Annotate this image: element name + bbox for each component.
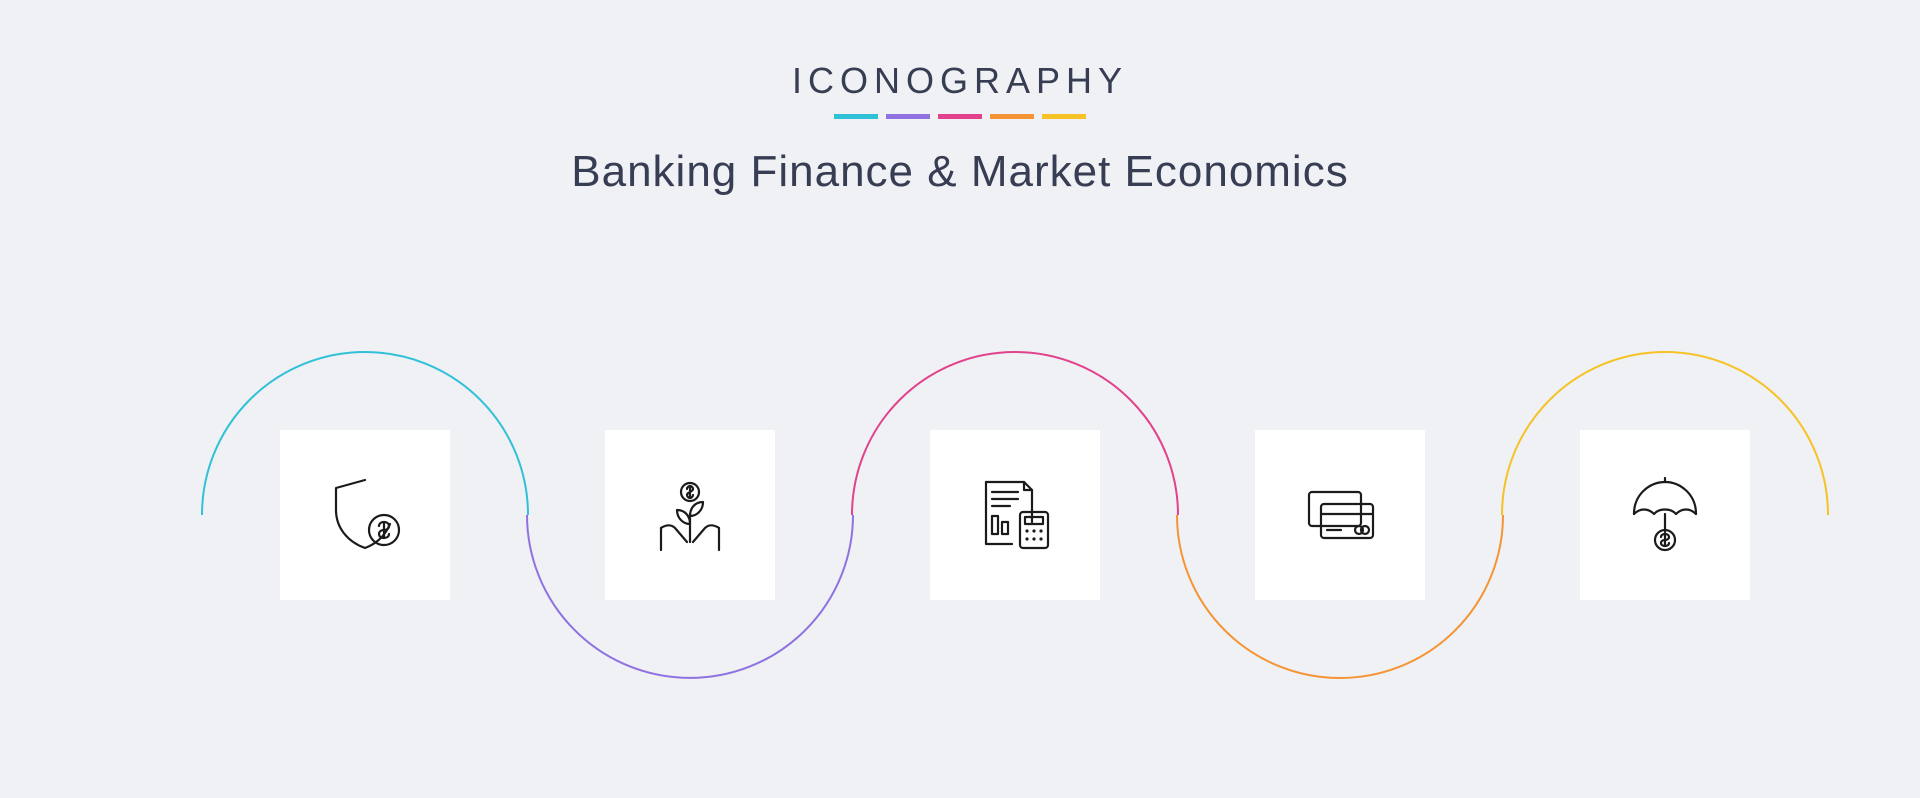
icon-card-4	[1580, 430, 1750, 600]
accent-bar-0	[834, 114, 878, 119]
page-header: ICONOGRAPHY Banking Finance & Market Eco…	[0, 0, 1920, 197]
accent-bar-4	[1042, 114, 1086, 119]
icon-card-2	[930, 430, 1100, 600]
accent-bar-3	[990, 114, 1034, 119]
accent-bar-2	[938, 114, 982, 119]
accent-bar-1	[886, 114, 930, 119]
icon-card-0	[280, 430, 450, 600]
icon-card-1	[605, 430, 775, 600]
accent-bars	[0, 114, 1920, 119]
umbrella-money-icon	[1622, 472, 1708, 558]
credit-cards-icon	[1297, 472, 1383, 558]
icons-row	[0, 430, 1920, 630]
grow-money-icon	[647, 472, 733, 558]
shield-money-icon	[322, 472, 408, 558]
page-title: Banking Finance & Market Economics	[0, 147, 1920, 197]
icon-card-3	[1255, 430, 1425, 600]
report-calculator-icon	[972, 472, 1058, 558]
logo-text: ICONOGRAPHY	[0, 60, 1920, 102]
